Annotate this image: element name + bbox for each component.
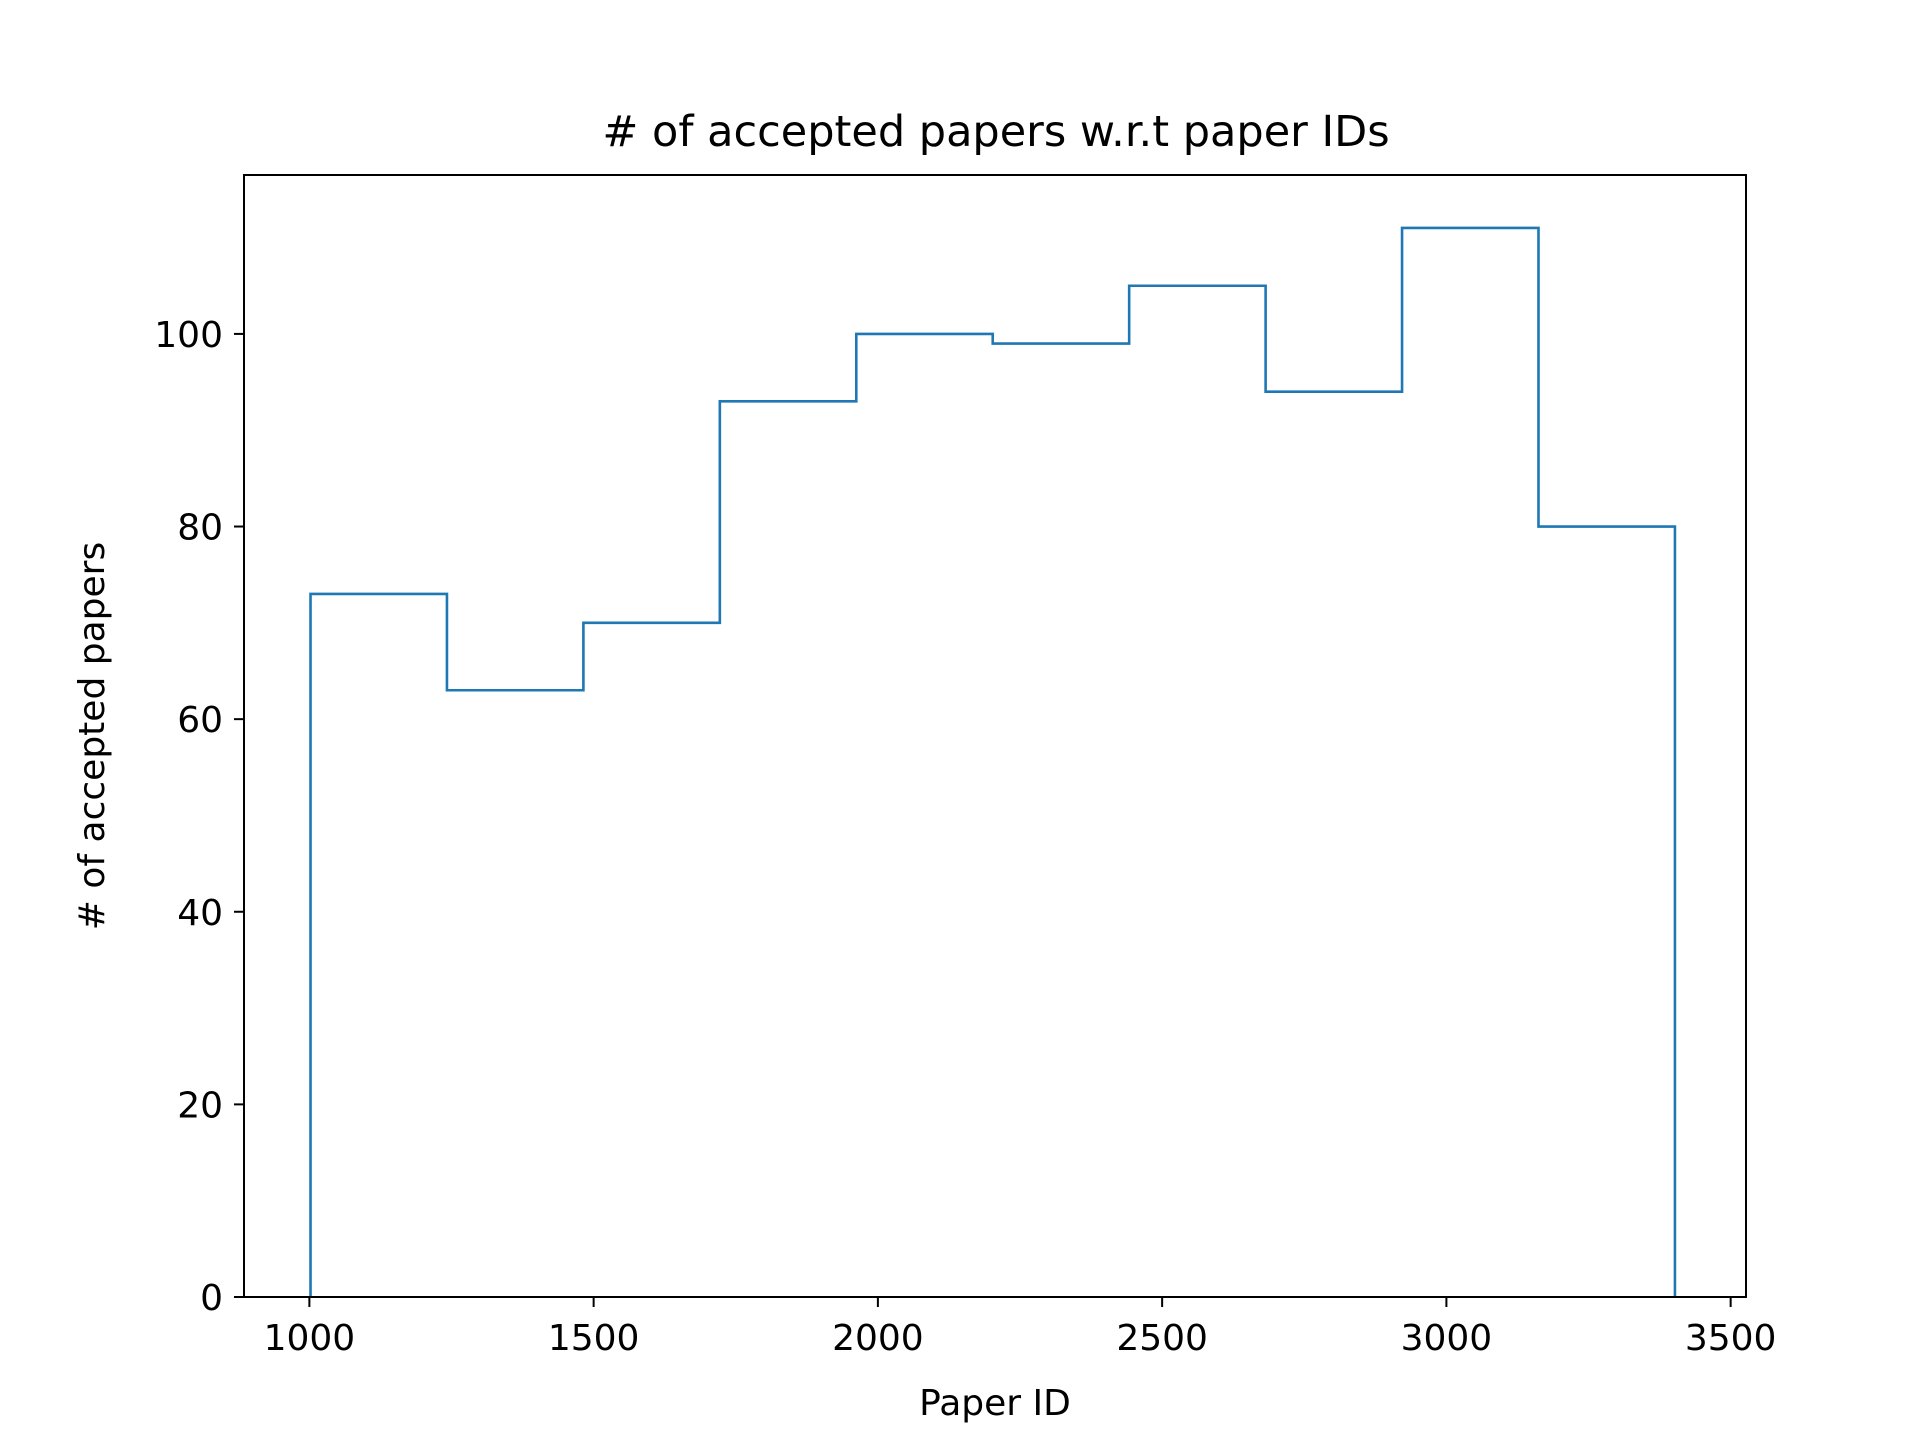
y-tick-label: 100 (154, 315, 223, 356)
y-axis: 0 20 40 60 80 100 (154, 315, 244, 1319)
y-tick-label: 20 (177, 1085, 223, 1126)
x-axis: 1000 1500 2000 2500 3000 3500 (264, 1297, 1777, 1359)
y-tick-label: 40 (177, 893, 223, 934)
y-axis-label: # of accepted papers (72, 542, 113, 930)
chart-title: # of accepted papers w.r.t paper IDs (602, 107, 1389, 157)
x-tick-label: 2500 (1116, 1318, 1208, 1359)
y-tick-label: 80 (177, 508, 223, 549)
y-tick-label: 60 (177, 700, 223, 741)
histogram-step-line (309, 226, 1677, 1297)
x-tick-label: 1000 (264, 1318, 356, 1359)
axes-frame (243, 174, 1747, 1298)
y-tick-label: 0 (200, 1278, 223, 1319)
x-tick-label: 1500 (548, 1318, 640, 1359)
x-tick-label: 3000 (1401, 1318, 1493, 1359)
x-axis-label: Paper ID (919, 1383, 1071, 1424)
x-tick-label: 2000 (832, 1318, 924, 1359)
plot-area (243, 174, 1747, 1298)
x-tick-label: 3500 (1685, 1318, 1777, 1359)
